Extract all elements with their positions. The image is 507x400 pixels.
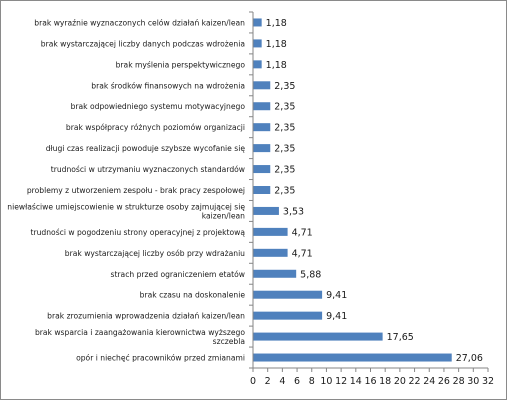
x-tick-label: 10	[320, 376, 332, 387]
data-label: 2,35	[274, 165, 295, 176]
data-label: 3,53	[283, 206, 304, 217]
category-label-line: brak współpracy różnych poziomów organiz…	[66, 123, 245, 132]
category-label-line: trudności w utrzymaniu wyznaczonych stan…	[51, 165, 245, 174]
category-label: brak odpowiedniego systemu motywacyjnego	[71, 102, 246, 111]
category-label-line: trudności w pogodzeniu strony operacyjne…	[31, 228, 246, 237]
x-tick-label: 0	[250, 376, 256, 387]
data-label: 2,35	[274, 81, 295, 92]
category-label: opór i niechęć pracowników przed zmianam…	[76, 354, 245, 363]
category-label-line: niewłaściwe umiejscowienie w strukturze …	[7, 202, 245, 211]
data-label: 9,41	[326, 311, 347, 322]
x-tick-label: 8	[309, 376, 315, 387]
x-tick-label: 12	[335, 376, 347, 387]
bar	[253, 269, 297, 278]
category-label-line: brak odpowiedniego systemu motywacyjnego	[71, 102, 246, 111]
category-label-line: kaizen/lean	[202, 211, 245, 220]
data-label: 1,18	[266, 39, 287, 50]
category-label: trudności w pogodzeniu strony operacyjne…	[31, 228, 246, 237]
category-label: problemy z utworzeniem zespołu - brak pr…	[27, 186, 245, 195]
x-tick-label: 24	[423, 376, 435, 387]
x-tick-label: 26	[438, 376, 450, 387]
bar	[253, 227, 288, 236]
category-label: długi czas realizacji powoduje szybsze w…	[46, 144, 246, 153]
data-label: 4,71	[292, 227, 313, 238]
category-label-line: brak wyraźnie wyznaczonych celów działań…	[34, 18, 245, 27]
bar	[253, 186, 271, 194]
bar	[253, 311, 323, 320]
bar	[253, 332, 383, 341]
x-tick-label: 14	[350, 376, 362, 387]
category-label-line: brak środków finansowych na wdrożenia	[91, 81, 245, 90]
category-label: brak wyraźnie wyznaczonych celów działań…	[34, 18, 245, 27]
bar	[253, 39, 262, 48]
bar	[253, 102, 271, 111]
bar	[253, 144, 271, 153]
data-label: 4,71	[292, 248, 313, 259]
x-tick-label: 30	[467, 376, 479, 387]
data-label: 17,65	[387, 332, 414, 343]
category-label-line: brak myślenia perspektywicznego	[116, 60, 246, 69]
category-label: brak środków finansowych na wdrożenia	[91, 81, 245, 90]
category-label-line: brak wsparcia i zaangażowania kierownict…	[35, 328, 245, 337]
x-tick-label: 18	[379, 376, 391, 387]
category-label: brak czasu na doskonalenie	[140, 291, 246, 300]
category-label: brak wsparcia i zaangażowania kierownict…	[35, 328, 245, 346]
category-label: brak myślenia perspektywicznego	[116, 60, 246, 69]
bar	[253, 18, 262, 27]
category-label: niewłaściwe umiejscowienie w strukturze …	[7, 202, 245, 220]
category-label-line: brak czasu na doskonalenie	[140, 291, 246, 300]
data-label: 2,35	[274, 144, 295, 155]
category-label-line: problemy z utworzeniem zespołu - brak pr…	[27, 186, 245, 195]
bar	[253, 60, 262, 69]
category-label: brak wystarczającej liczby danych podcza…	[41, 39, 245, 48]
category-label: strach przed ograniczeniem etatów	[111, 270, 246, 279]
x-tick-label: 16	[364, 376, 376, 387]
x-tick-label: 4	[279, 376, 285, 387]
data-label: 1,18	[266, 60, 287, 71]
bar	[253, 248, 288, 257]
bar	[253, 290, 323, 299]
category-label: brak wystarczającej liczby osób przy wdr…	[65, 249, 245, 258]
data-label: 2,35	[274, 123, 295, 134]
bar	[253, 206, 279, 215]
category-label-line: opór i niechęć pracowników przed zmianam…	[76, 354, 245, 363]
data-label: 9,41	[326, 290, 347, 301]
category-label-line: strach przed ograniczeniem etatów	[111, 270, 246, 279]
bar	[253, 123, 271, 132]
category-label-line: brak wystarczającej liczby osób przy wdr…	[65, 249, 245, 258]
category-label-line: brak zrozumienia wprowadzenia działań ka…	[47, 312, 245, 321]
data-label: 2,35	[274, 102, 295, 113]
x-tick-label: 32	[482, 376, 494, 387]
category-label: trudności w utrzymaniu wyznaczonych stan…	[51, 165, 245, 174]
category-label-line: brak wystarczającej liczby danych podcza…	[41, 39, 245, 48]
data-label: 1,18	[266, 18, 287, 29]
x-tick-label: 2	[265, 376, 271, 387]
category-label: brak współpracy różnych poziomów organiz…	[66, 123, 245, 132]
bar	[253, 353, 452, 362]
data-label: 27,06	[456, 353, 483, 364]
x-tick-label: 20	[394, 376, 406, 387]
data-label: 5,88	[300, 269, 321, 280]
bar	[253, 81, 271, 90]
x-tick-label: 6	[294, 376, 300, 387]
category-label: brak zrozumienia wprowadzenia działań ka…	[47, 312, 245, 321]
data-label: 2,35	[274, 186, 295, 197]
category-label-line: szczebla	[213, 337, 245, 346]
x-tick-label: 22	[409, 376, 421, 387]
category-label-line: długi czas realizacji powoduje szybsze w…	[46, 144, 246, 153]
x-tick-label: 28	[453, 376, 465, 387]
bar	[253, 165, 271, 174]
